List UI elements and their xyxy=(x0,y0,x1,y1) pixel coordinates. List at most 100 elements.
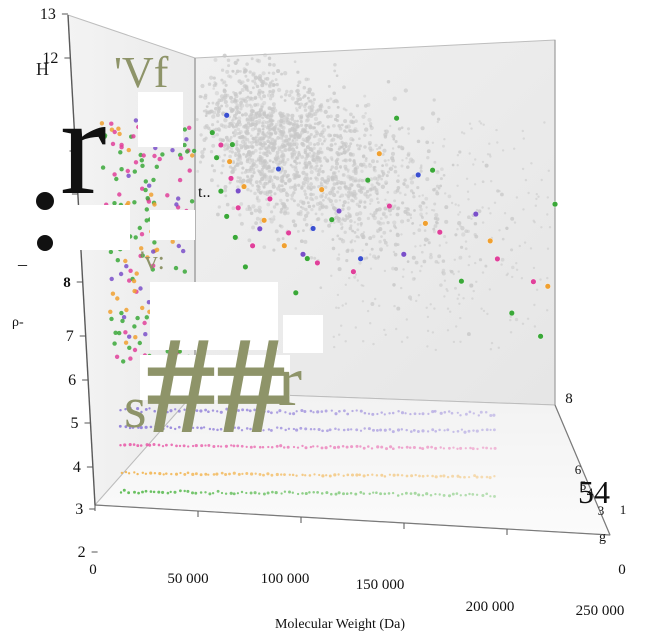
cloud-point xyxy=(239,161,244,166)
cloud-point xyxy=(466,332,471,337)
cloud-point xyxy=(249,153,253,157)
floor-stripe-point xyxy=(467,429,471,433)
left-wall-point xyxy=(110,141,116,147)
cloud-point xyxy=(290,197,294,201)
floor-stripe-point xyxy=(199,426,203,430)
y-tick-label: 2 xyxy=(78,544,86,561)
cloud-point xyxy=(308,125,313,130)
cloud-point xyxy=(198,160,203,164)
left-wall-point xyxy=(174,202,179,207)
cloud-point xyxy=(243,146,248,151)
left-wall-point xyxy=(189,199,195,204)
floor-stripe-point xyxy=(368,492,371,496)
floor-stripe-point xyxy=(175,444,178,448)
floor-stripe-point xyxy=(481,493,485,498)
cloud-point xyxy=(281,125,286,130)
cloud-point xyxy=(421,194,424,197)
cloud-point xyxy=(262,163,267,168)
left-wall-point xyxy=(116,126,121,131)
floor-stripe-point xyxy=(325,474,328,477)
cloud-point xyxy=(389,213,392,216)
cloud-point xyxy=(358,200,363,204)
floor-stripe-point xyxy=(405,474,409,478)
overlay-dot xyxy=(37,235,53,251)
floor-stripe-point xyxy=(329,445,332,448)
floor-stripe-point xyxy=(359,445,362,448)
cloud-point xyxy=(332,182,337,186)
cloud-point xyxy=(509,315,512,318)
left-wall-point xyxy=(160,152,165,157)
cloud-point xyxy=(312,135,316,139)
cloud-point xyxy=(346,248,350,252)
cloud-point xyxy=(357,216,362,222)
cloud-point xyxy=(202,147,206,151)
cloud-point xyxy=(463,132,466,135)
left-wall-point xyxy=(176,243,181,249)
floor-stripe-point xyxy=(416,430,420,433)
floor-stripe-point xyxy=(400,446,404,450)
cloud-point xyxy=(236,160,241,165)
cloud-point xyxy=(464,240,468,243)
cloud-point xyxy=(228,165,232,169)
cloud-point xyxy=(459,340,462,343)
cloud-point xyxy=(330,176,335,180)
cloud-point xyxy=(235,162,239,166)
cloud-point xyxy=(265,125,270,130)
floor-stripe-point xyxy=(270,411,273,415)
cloud-point xyxy=(250,57,254,61)
left-wall-point xyxy=(143,179,148,184)
y-tick-label: 4 xyxy=(73,459,81,476)
cloud-point xyxy=(375,208,379,212)
floor-stripe-point xyxy=(426,430,430,433)
left-wall-point xyxy=(143,187,148,193)
cloud-point xyxy=(223,99,228,105)
cloud-point xyxy=(369,322,372,325)
cloud-point xyxy=(444,192,447,195)
cloud-point xyxy=(344,186,349,191)
cloud-point xyxy=(284,160,288,164)
cloud-point xyxy=(490,341,494,345)
cloud-point xyxy=(215,133,219,137)
cloud-point xyxy=(310,207,314,212)
cloud-point xyxy=(254,221,258,225)
cloud-point xyxy=(427,241,431,245)
left-wall-point xyxy=(177,177,183,183)
cloud-point xyxy=(271,102,276,107)
cloud-point xyxy=(383,328,386,332)
cloud-point xyxy=(356,222,360,226)
floor-stripe-point xyxy=(456,429,460,433)
left-wall-point xyxy=(123,258,128,264)
floor-stripe-point xyxy=(301,444,304,448)
cloud-point xyxy=(280,201,285,206)
cloud-point xyxy=(481,160,485,164)
cloud-point xyxy=(259,181,263,185)
cloud-point xyxy=(355,212,359,217)
cloud-point xyxy=(347,144,352,149)
cloud-point xyxy=(313,126,316,130)
cloud-point xyxy=(423,229,427,232)
left-wall-point xyxy=(117,330,122,336)
cloud-point xyxy=(523,241,527,244)
cloud-point xyxy=(290,193,295,198)
cloud-point xyxy=(420,215,423,218)
cloud-point xyxy=(262,134,267,139)
floor-stripe-point xyxy=(266,491,270,495)
floor-stripe-point xyxy=(164,443,168,447)
cloud-point xyxy=(363,205,367,209)
cloud-point xyxy=(261,132,265,136)
floor-stripe-point xyxy=(301,492,304,495)
cloud-point xyxy=(361,300,365,303)
left-wall-point xyxy=(102,134,107,139)
left-wall-point xyxy=(109,316,114,322)
floor-stripe-point xyxy=(367,445,370,448)
floor-stripe-point xyxy=(397,409,400,413)
cloud-point xyxy=(281,120,286,125)
cloud-point xyxy=(277,145,281,149)
cloud-point xyxy=(262,100,267,106)
left-wall-point xyxy=(118,271,124,277)
cloud-point xyxy=(425,177,430,182)
cloud-point xyxy=(270,137,275,142)
cloud-point xyxy=(358,144,362,148)
floor-stripe-point xyxy=(400,474,404,477)
cloud-point xyxy=(269,219,274,224)
